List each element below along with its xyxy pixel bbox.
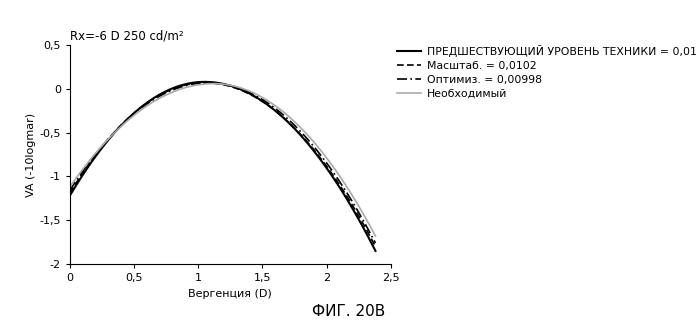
Legend: ПРЕДШЕСТВУЮЩИЙ УРОВЕНЬ ТЕХНИКИ = 0,011, Масштаб. = 0,0102, Оптимиз. = 0,00998, Н: ПРЕДШЕСТВУЮЩИЙ УРОВЕНЬ ТЕХНИКИ = 0,011, … <box>397 45 698 99</box>
Y-axis label: VA (-10logmar): VA (-10logmar) <box>27 112 36 197</box>
Text: ФИГ. 20B: ФИГ. 20B <box>313 304 385 319</box>
Text: Rx=-6 D 250 cd/m²: Rx=-6 D 250 cd/m² <box>70 30 184 43</box>
X-axis label: Вергенция (D): Вергенция (D) <box>188 289 272 298</box>
